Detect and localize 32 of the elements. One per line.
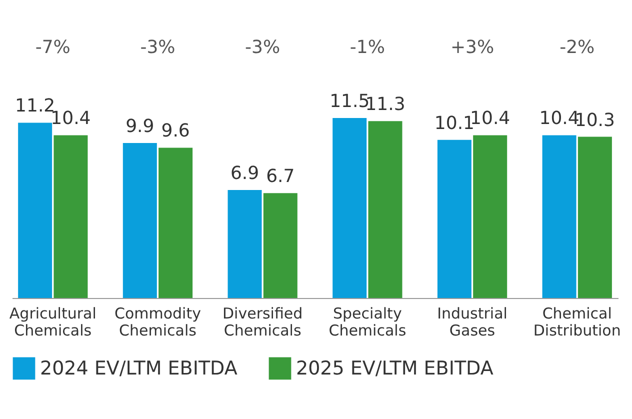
x-tick-label: Industrial Gases <box>437 304 508 340</box>
x-tick-label: Commodity Chemicals <box>114 304 202 340</box>
data-label: 10.4 <box>470 108 510 130</box>
data-label: 6.9 <box>230 163 260 184</box>
text: +3% <box>450 37 494 58</box>
bar <box>473 135 508 298</box>
data-label: 9.6 <box>161 120 190 142</box>
text: -1% <box>350 37 385 58</box>
data-label: 10.4 <box>50 108 91 130</box>
x-tick-label: Agricultural Chemicals <box>9 304 96 340</box>
bar <box>437 140 472 298</box>
bar <box>18 122 52 298</box>
x-tick-label: Chemical Distribution <box>533 304 621 340</box>
data-label: 9.9 <box>126 116 154 138</box>
legend-label: 2025 EV/LTM EBITDA <box>296 357 494 380</box>
bar <box>332 118 367 298</box>
text: -7% <box>35 37 70 58</box>
x-tick-label: Specialty Chemicals <box>328 304 406 340</box>
text: -2% <box>560 37 595 58</box>
bar <box>122 143 157 298</box>
bar <box>263 193 298 298</box>
bar <box>542 135 576 298</box>
text: -3% <box>245 37 280 58</box>
data-label: 6.7 <box>266 166 295 188</box>
bar <box>54 135 88 298</box>
bar <box>368 121 402 298</box>
bar <box>578 136 612 298</box>
bar <box>158 148 193 298</box>
x-tick-label: Diversified Chemicals <box>222 304 303 340</box>
legend-label: 2024 EV/LTM EBITDA <box>40 357 238 380</box>
bar <box>228 190 262 298</box>
text: -3% <box>140 37 176 58</box>
